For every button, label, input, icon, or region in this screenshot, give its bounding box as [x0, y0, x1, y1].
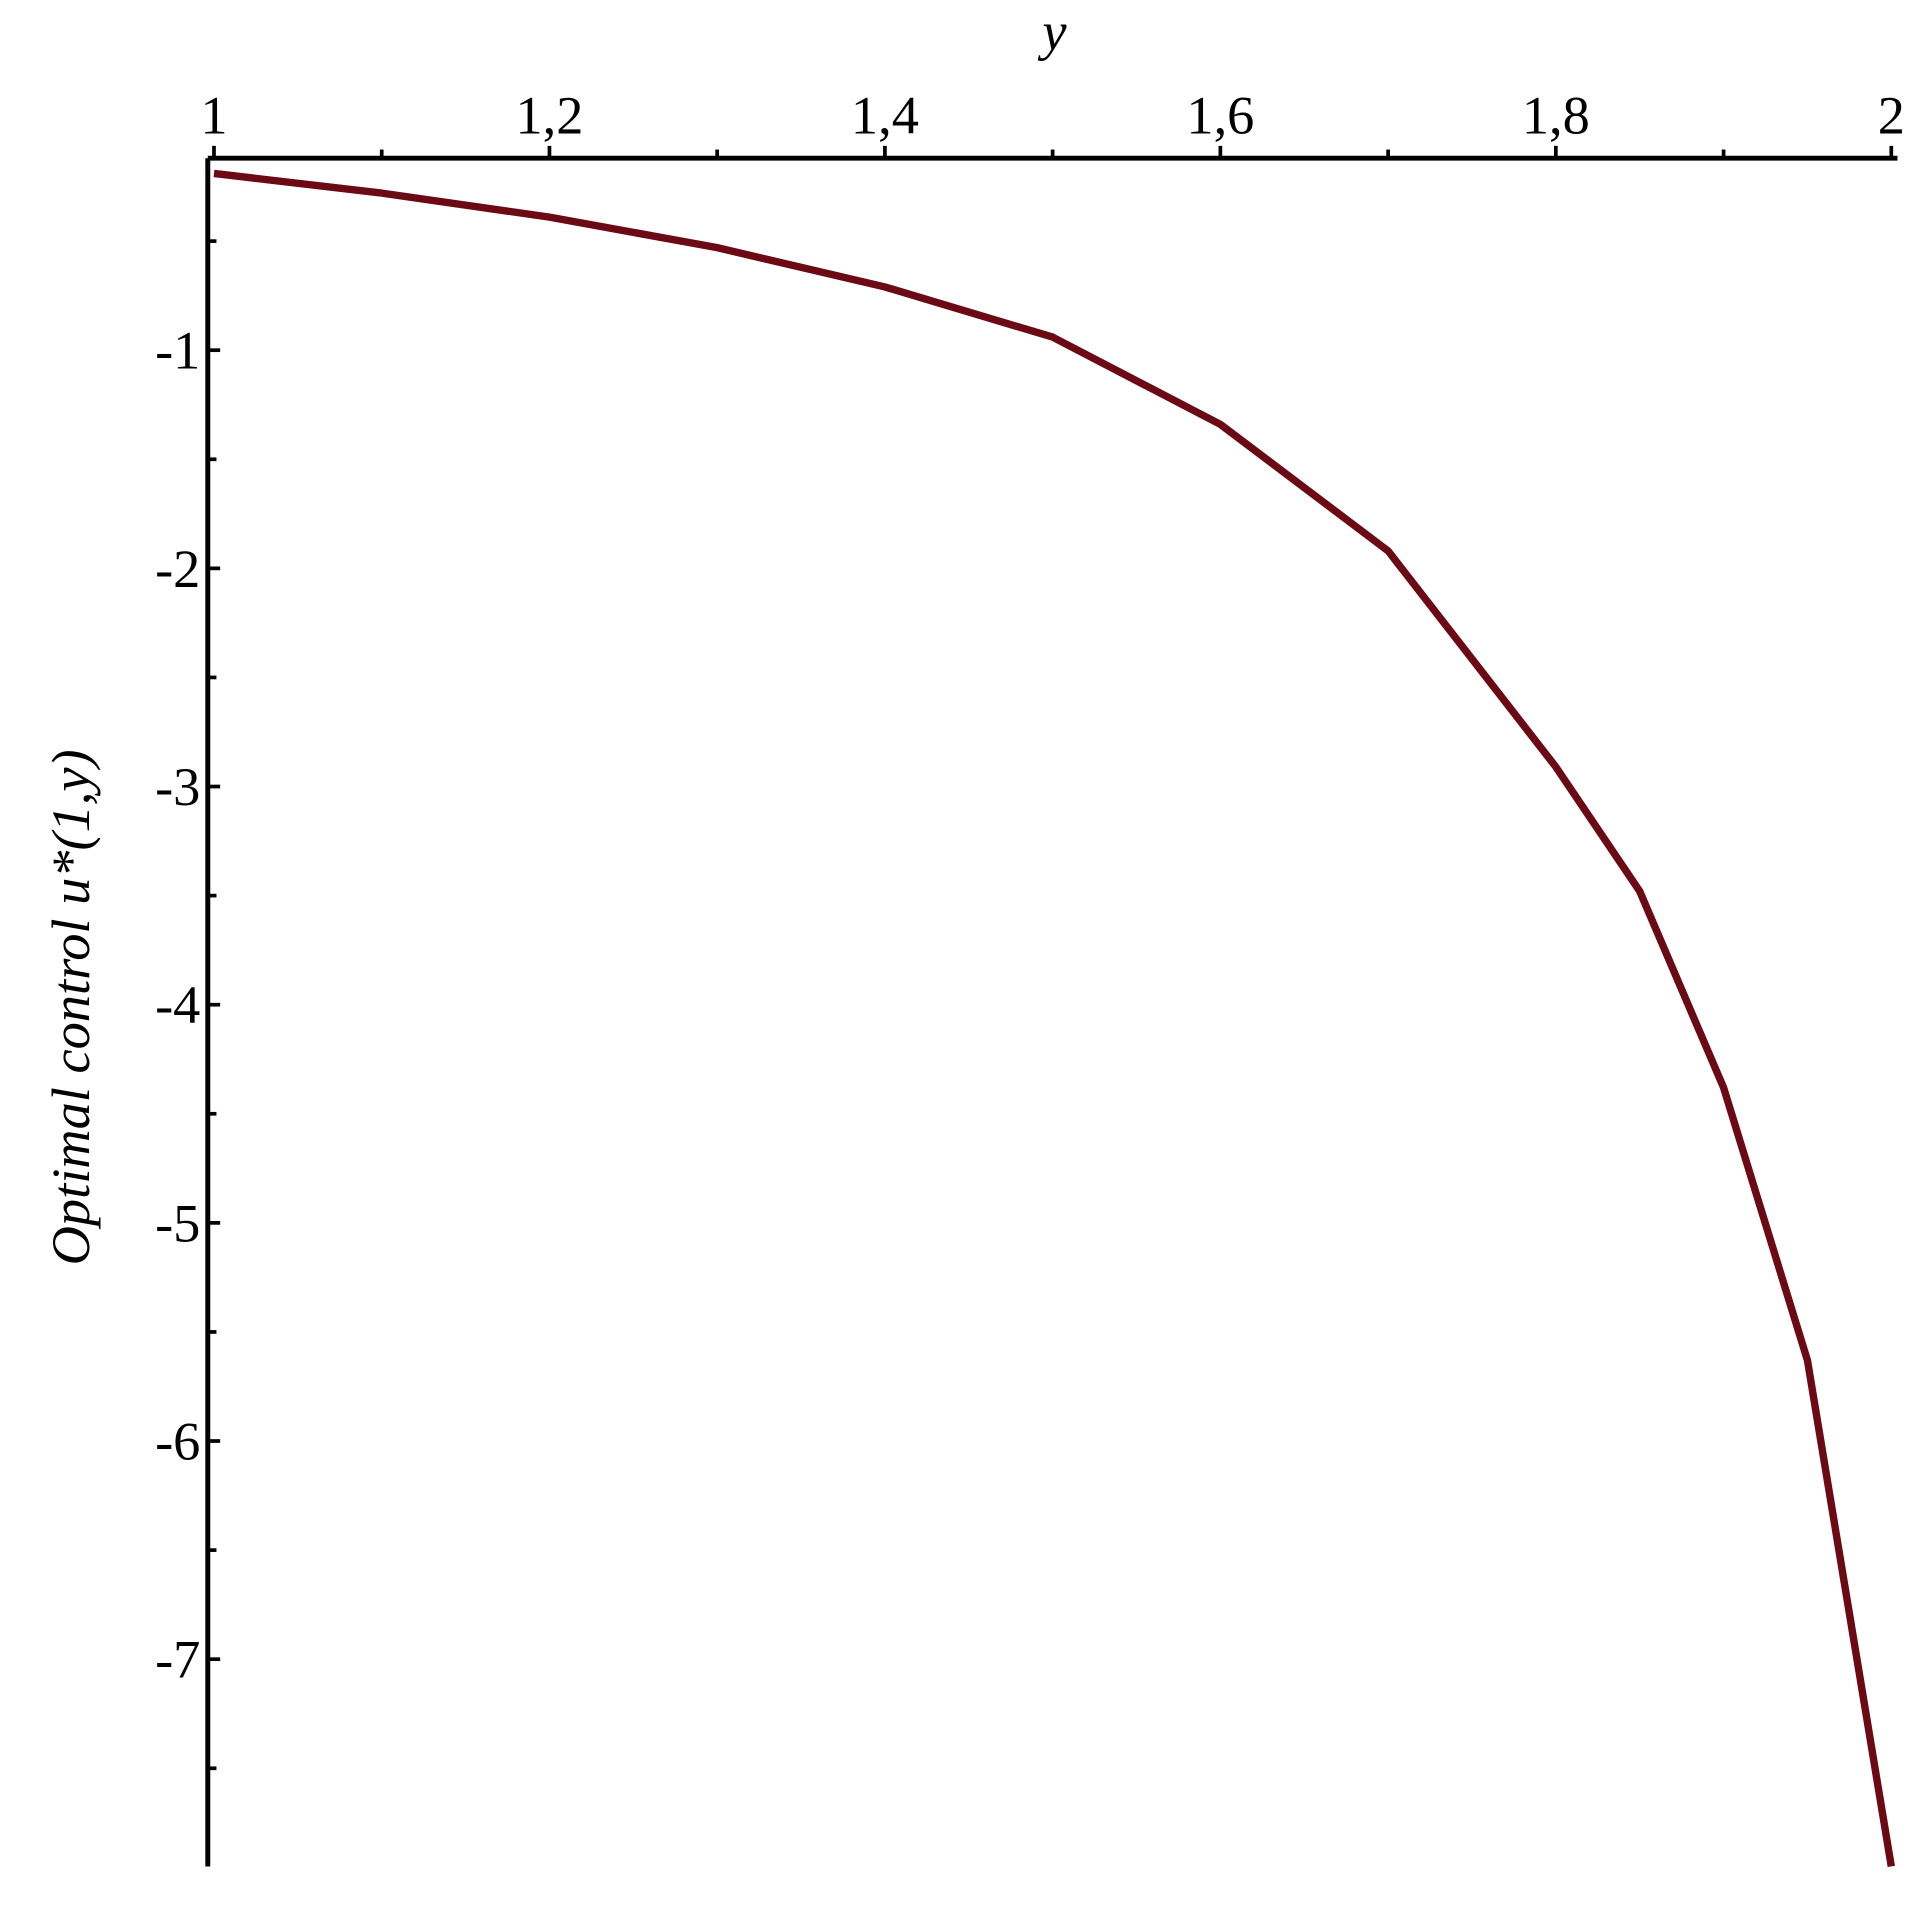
y-tick-label: -6	[155, 1412, 200, 1472]
y-axis-title: Optimal control u*(1,y)	[41, 749, 101, 1265]
x-tick-label: 2	[1878, 85, 1905, 145]
x-tick-label: 1	[200, 85, 227, 145]
y-tick-label: -7	[155, 1630, 200, 1690]
y-tick-label: -3	[155, 757, 200, 817]
x-axis-title: y	[1037, 1, 1067, 61]
y-tick-label: -1	[155, 321, 200, 381]
y-tick-label: -2	[155, 539, 200, 599]
x-tick-label: 1,4	[851, 85, 919, 145]
x-tick-label: 1,2	[515, 85, 583, 145]
x-tick-label: 1,6	[1186, 85, 1254, 145]
y-tick-label: -4	[155, 975, 200, 1035]
line-series	[213, 169, 1895, 1868]
x-tick-label: 1,8	[1522, 85, 1590, 145]
y-tick-label: -5	[155, 1193, 200, 1253]
